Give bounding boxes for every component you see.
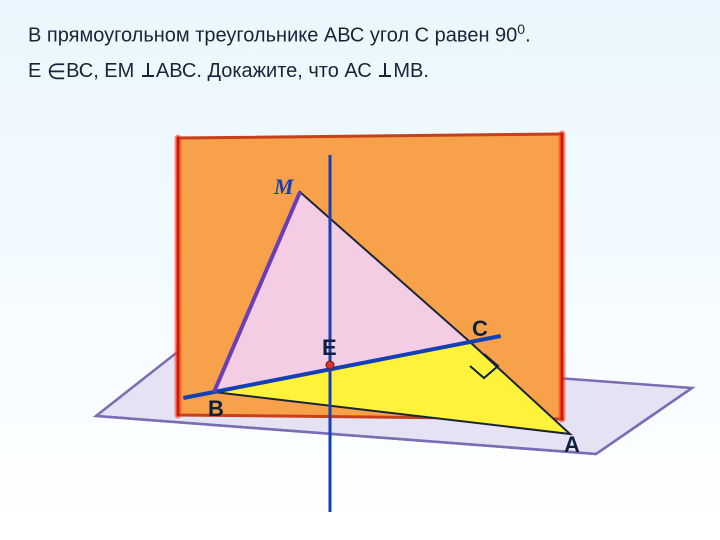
label-c: С bbox=[472, 316, 488, 342]
label-m: M bbox=[274, 174, 294, 200]
label-a: A bbox=[564, 432, 580, 458]
geometry-diagram bbox=[0, 0, 720, 540]
label-e: Е bbox=[322, 335, 337, 361]
label-b: В bbox=[208, 396, 224, 422]
point-e bbox=[326, 361, 334, 369]
